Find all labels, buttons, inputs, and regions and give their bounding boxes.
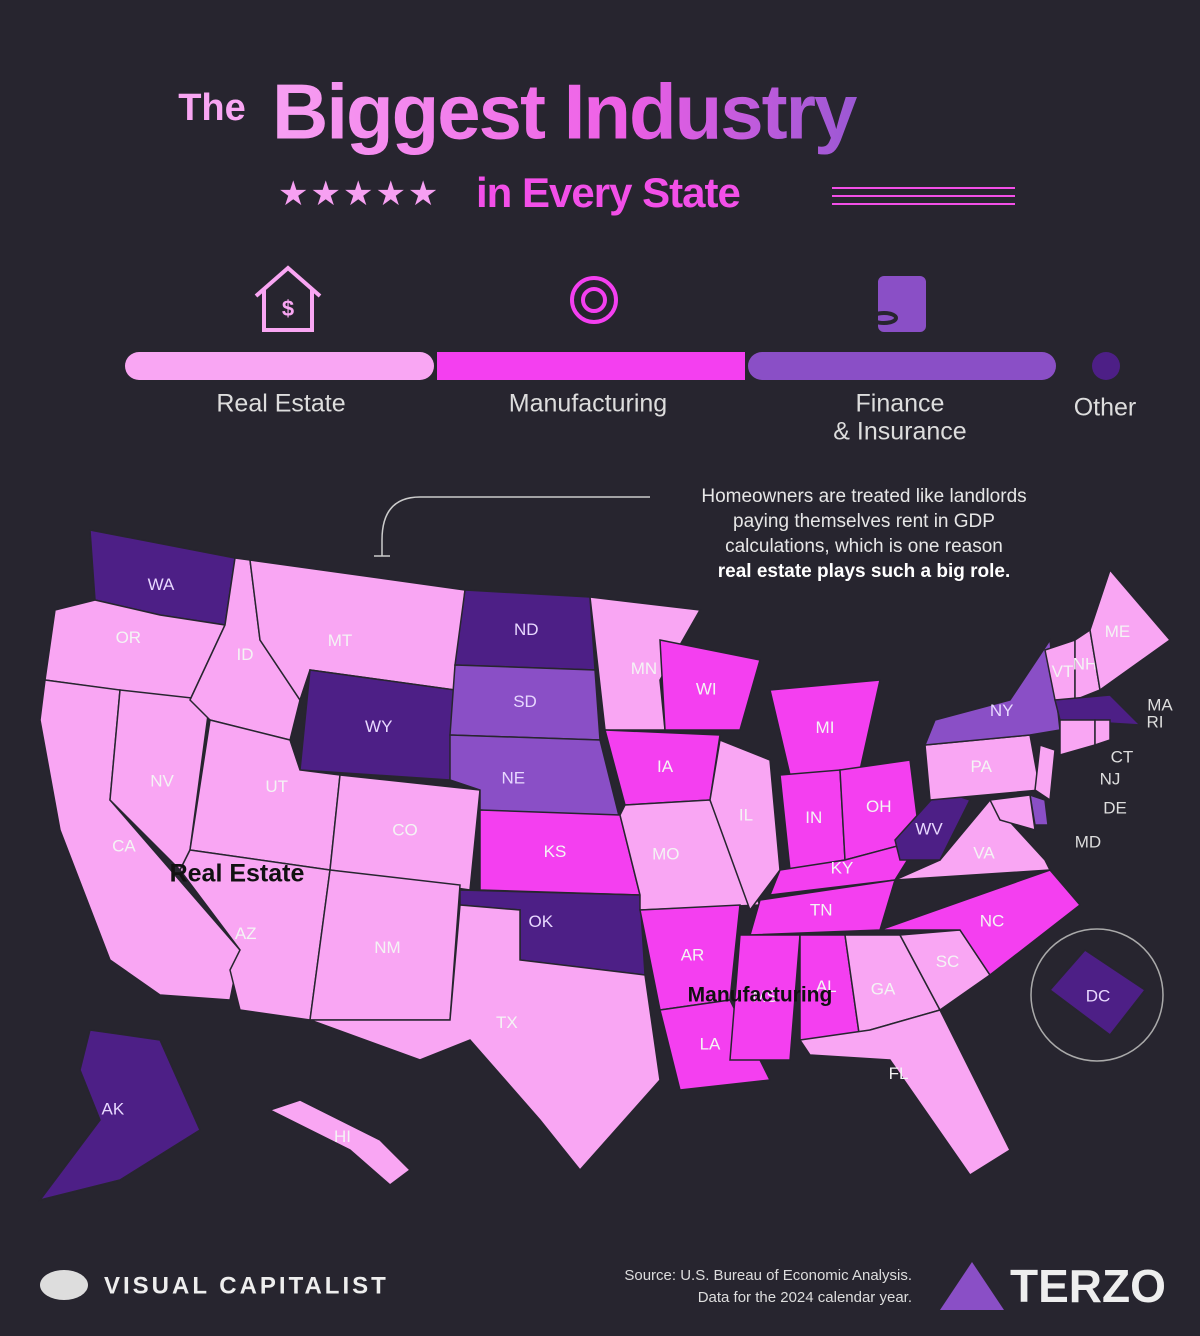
decor-lines	[832, 187, 1015, 205]
state-label: AR	[681, 946, 705, 965]
state-label: ME	[1105, 622, 1131, 641]
state-label: MO	[652, 844, 679, 863]
state	[268, 1099, 412, 1186]
state-label: UT	[265, 777, 288, 796]
legend-label: Manufacturing	[509, 390, 667, 418]
state-label: SD	[513, 692, 537, 711]
legend-label: & Insurance	[833, 418, 966, 446]
legend-label: Finance	[856, 390, 945, 418]
state	[894, 798, 1052, 881]
state-label: ID	[237, 645, 254, 664]
state	[1054, 694, 1142, 726]
source: Source: U.S. Bureau of Economic Analysis…	[624, 1267, 912, 1284]
state	[1034, 743, 1056, 802]
state-label: NY	[990, 701, 1014, 720]
state-label: DE	[1103, 798, 1127, 817]
state-label: HI	[334, 1127, 351, 1146]
state	[798, 1009, 1011, 1177]
state-label: ND	[514, 620, 539, 639]
brand: VISUAL CAPITALIST	[104, 1272, 389, 1299]
state-label: AL	[816, 977, 837, 996]
annotation: paying themselves rent in GDP	[733, 511, 995, 532]
state	[659, 639, 761, 731]
state	[659, 999, 772, 1091]
annotation: calculations, which is one reason	[725, 536, 1003, 557]
state-label: WI	[696, 679, 717, 698]
state-label: AK	[102, 1099, 125, 1118]
legend-label: Other	[1074, 394, 1137, 422]
state	[309, 904, 661, 1172]
state-label: IL	[739, 805, 753, 824]
state	[729, 934, 801, 1061]
annotation-bold: real estate plays such a big role.	[718, 561, 1011, 582]
state-label: TX	[496, 1013, 518, 1032]
svg-text:$: $	[282, 296, 294, 321]
state-label: WA	[148, 575, 175, 594]
state	[38, 1029, 201, 1202]
state	[709, 738, 781, 912]
state-label: DC	[1086, 986, 1111, 1005]
subtitle: in Every State	[476, 169, 740, 216]
state-label: NE	[502, 769, 526, 788]
state	[1094, 719, 1111, 747]
state-label: VA	[973, 843, 995, 862]
state-label: CO	[392, 821, 418, 840]
state-label: GA	[871, 979, 896, 998]
state-label: KY	[831, 858, 854, 877]
annotation: Homeowners are treated like landlords	[701, 486, 1026, 507]
legend-bar	[125, 352, 434, 380]
state-label: NC	[980, 911, 1005, 930]
legend-bar	[748, 352, 1056, 380]
title-small: The	[178, 87, 246, 129]
state-label: NH	[1073, 654, 1098, 673]
state	[879, 869, 1082, 977]
state-label: NV	[150, 771, 174, 790]
state-label: AZ	[235, 924, 257, 943]
state-label: OK	[529, 912, 554, 931]
state-label: MT	[328, 631, 353, 650]
dc-inset	[1030, 928, 1164, 1062]
state-label: TN	[810, 901, 833, 920]
state-label: WV	[915, 819, 943, 838]
state-label: MD	[1075, 832, 1101, 851]
state-label: CT	[1111, 747, 1134, 766]
stars: ★★★★★	[278, 175, 440, 213]
state-label: NJ	[1100, 769, 1121, 788]
map-label: Real Estate	[170, 860, 305, 888]
legend-label: Real Estate	[216, 390, 345, 418]
state-label: MS	[752, 987, 778, 1006]
state-label: WY	[365, 717, 392, 736]
state-label: FL	[889, 1064, 909, 1083]
state-label: LA	[700, 1034, 721, 1053]
state-label: MA	[1147, 695, 1173, 714]
annotation-leader	[374, 496, 650, 557]
state	[1089, 568, 1172, 692]
brand-logo	[40, 1270, 88, 1300]
state-label: OR	[116, 628, 142, 647]
sponsor-logo	[940, 1262, 1004, 1310]
legend-bar	[437, 352, 745, 380]
sponsor: TERZO	[1010, 1260, 1166, 1312]
title: Biggest Industry	[272, 68, 857, 156]
state-label: IA	[657, 757, 674, 776]
state-label: OH	[866, 797, 892, 816]
legend-dot	[1092, 352, 1120, 380]
state-label: RI	[1147, 712, 1164, 731]
state-label: CA	[112, 837, 136, 856]
state-label: PA	[971, 757, 993, 776]
state-label: SC	[936, 952, 960, 971]
state-label: KS	[544, 842, 567, 861]
state	[1048, 949, 1147, 1037]
source: Data for the 2024 calendar year.	[698, 1289, 912, 1306]
state-label: IN	[805, 808, 822, 827]
state-label: NM	[374, 938, 400, 957]
legend-icons: $	[254, 265, 926, 332]
state-label: MI	[816, 718, 835, 737]
state	[589, 596, 702, 731]
state	[988, 794, 1036, 832]
state-label: VT	[1052, 662, 1074, 681]
map-label: Manufacturing	[688, 984, 833, 1007]
state-label: MN	[631, 659, 657, 678]
